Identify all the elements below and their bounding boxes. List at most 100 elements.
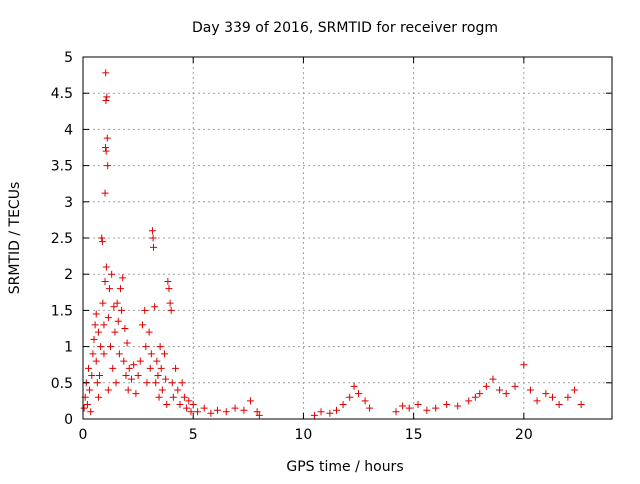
data-point	[101, 189, 109, 197]
data-point	[310, 411, 318, 419]
data-point	[155, 393, 163, 401]
data-point	[172, 364, 180, 372]
data-point	[94, 328, 102, 336]
data-point	[326, 409, 334, 417]
data-point	[151, 303, 159, 311]
data-point	[143, 379, 151, 387]
y-tick-label: 3	[64, 195, 73, 211]
data-point	[101, 144, 109, 151]
data-point	[110, 303, 118, 311]
data-point	[139, 321, 147, 329]
data-point	[317, 408, 325, 416]
ticks-layer: 0 0.5 1 1.5 2 2.5 3 3.5 4 4.5 5 0 5 10 15 20	[51, 50, 612, 443]
y-tick-label: 2.5	[51, 231, 73, 247]
data-point	[134, 372, 142, 380]
data-point	[207, 409, 215, 417]
data-point	[392, 408, 400, 416]
data-point	[108, 270, 116, 278]
data-point	[346, 393, 354, 401]
data-point	[119, 274, 127, 282]
data-point	[104, 162, 112, 170]
data-point	[121, 325, 129, 332]
data-point	[355, 390, 363, 398]
data-point	[112, 379, 120, 387]
data-point	[200, 404, 208, 412]
y-tick-label: 1.5	[51, 303, 73, 319]
data-point	[194, 408, 202, 416]
data-point	[125, 364, 133, 372]
y-tick-label: 4	[64, 122, 73, 138]
data-point	[100, 321, 108, 329]
data-point	[471, 393, 479, 401]
data-point	[511, 382, 519, 390]
data-point	[114, 317, 122, 325]
data-point	[164, 277, 172, 285]
data-point	[187, 408, 195, 416]
data-point	[116, 285, 124, 293]
data-point	[104, 314, 112, 322]
data-point	[443, 401, 451, 409]
data-point	[154, 372, 162, 380]
y-tick-label: 0	[64, 412, 73, 428]
data-point	[109, 364, 117, 372]
data-point	[97, 343, 105, 351]
data-point	[98, 234, 106, 242]
data-point	[577, 401, 585, 409]
data-point	[87, 408, 95, 416]
data-point	[157, 364, 165, 372]
data-point	[102, 147, 110, 155]
y-tick-label: 3.5	[51, 159, 73, 175]
y-tick-label: 1	[64, 340, 73, 356]
data-point	[102, 69, 110, 77]
data-point	[168, 379, 176, 387]
data-point	[148, 227, 156, 235]
x-tick-label: 15	[405, 427, 423, 443]
data-point	[96, 372, 104, 380]
data-point	[101, 277, 109, 285]
data-point	[103, 93, 111, 101]
data-point	[111, 328, 119, 336]
data-point	[83, 401, 91, 409]
data-point	[103, 134, 111, 142]
data-point	[158, 386, 166, 394]
data-point	[465, 397, 473, 405]
data-point	[183, 404, 191, 412]
data-point	[102, 263, 110, 271]
data-point	[113, 299, 121, 307]
data-point	[496, 386, 504, 394]
y-tick-label: 5	[64, 50, 73, 66]
data-point	[147, 350, 155, 358]
data-point	[222, 408, 230, 416]
data-point	[104, 386, 112, 394]
data-point	[399, 402, 407, 410]
data-point	[176, 401, 184, 409]
data-point	[105, 285, 113, 293]
data-point	[339, 401, 347, 409]
data-point	[163, 401, 171, 409]
data-point	[231, 404, 239, 412]
data-point	[253, 408, 261, 416]
data-point	[161, 350, 169, 358]
x-axis-label: GPS time / hours	[286, 459, 403, 475]
grid-layer	[83, 57, 612, 419]
data-point	[405, 404, 413, 412]
data-point	[476, 390, 484, 398]
data-point	[90, 335, 98, 343]
data-point	[115, 350, 123, 358]
data-point	[185, 397, 193, 405]
data-point	[166, 299, 174, 307]
data-point	[366, 404, 374, 412]
data-point	[91, 321, 99, 329]
data-point	[167, 306, 175, 314]
data-point	[178, 379, 186, 387]
x-tick-label: 20	[515, 427, 533, 443]
data-point	[92, 357, 100, 365]
data-point	[189, 401, 197, 409]
data-point	[482, 382, 490, 390]
data-point	[169, 393, 177, 401]
data-point	[162, 375, 170, 383]
data-point	[146, 364, 154, 372]
